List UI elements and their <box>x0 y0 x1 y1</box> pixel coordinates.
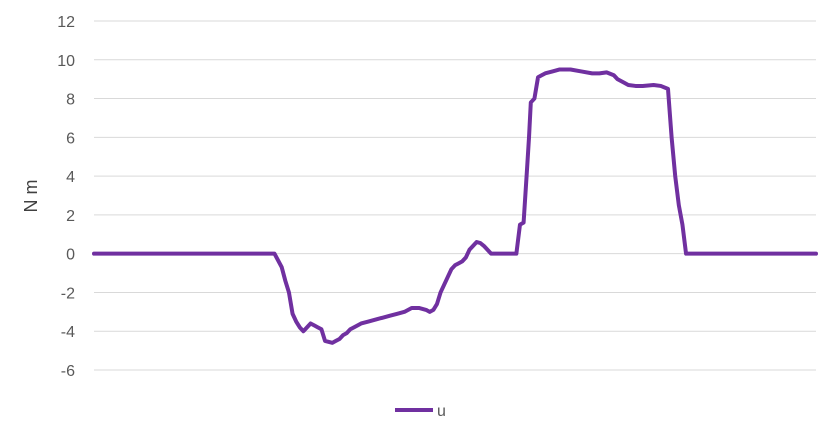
series-line-u <box>92 67 818 345</box>
legend-label-u: u <box>437 403 446 420</box>
y-tick-label: 4 <box>66 169 75 186</box>
gridlines <box>94 20 816 371</box>
y-tick-label: 2 <box>66 208 75 225</box>
y-tick-label: -2 <box>61 285 75 302</box>
y-axis-title: N m <box>21 180 41 213</box>
y-tick-label: 10 <box>57 53 75 70</box>
y-axis-tick-labels: 12 10 8 6 4 2 0 -2 -4 -6 <box>57 14 75 380</box>
y-tick-label: 12 <box>57 14 75 31</box>
legend: u <box>395 403 446 420</box>
y-tick-label: -4 <box>61 324 75 341</box>
series-group <box>92 67 818 345</box>
y-tick-label: 0 <box>66 247 75 264</box>
y-tick-label: 6 <box>66 130 75 147</box>
y-tick-label: -6 <box>61 363 75 380</box>
y-tick-label: 8 <box>66 92 75 109</box>
